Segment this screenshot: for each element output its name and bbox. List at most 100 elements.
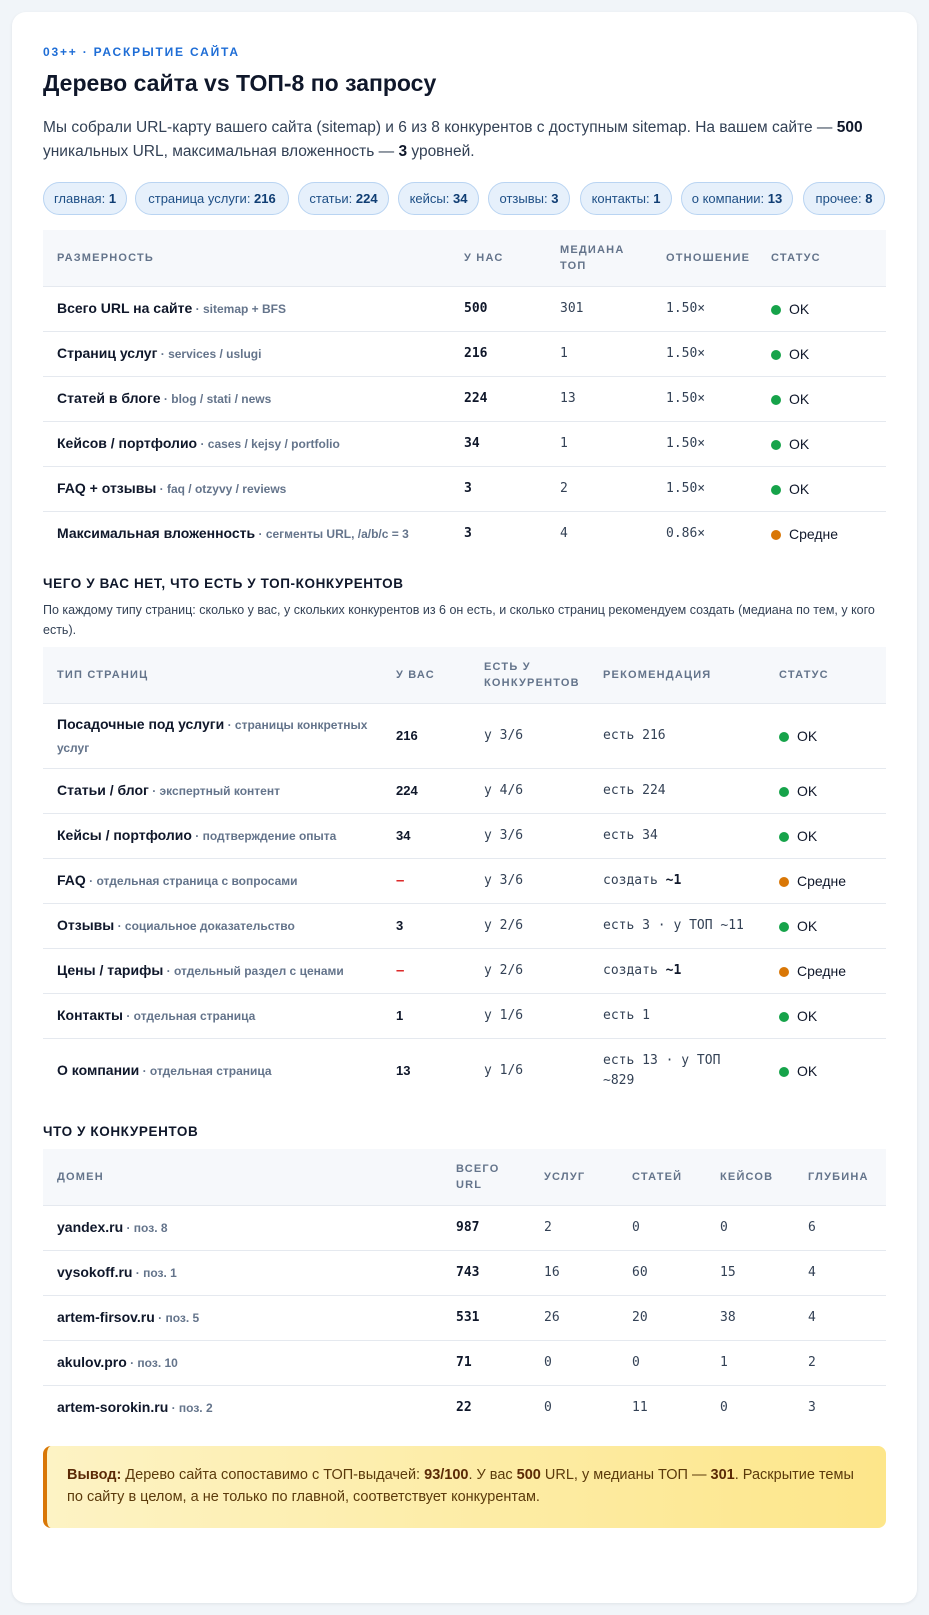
conclusion-label: Вывод: [67,1467,122,1483]
ours-count: 34 [382,812,470,858]
table-row: Отзывы · социальное доказательство 3 у 2/6… [43,902,886,948]
page-type-name: О компании · отдельная страница [43,1037,382,1103]
articles-count: 20 [618,1294,706,1340]
row-title: FAQ [57,872,86,888]
conclusion-median: 301 [710,1467,735,1483]
status-dot-icon [779,1066,789,1077]
median-value: 13 [546,375,652,421]
metric-name: Максимальная вложенность · сегменты URL,… [43,510,450,556]
status-dot-icon [771,529,781,540]
services-count: 26 [530,1294,618,1340]
table-row: akulov.pro · поз. 10 71 0 0 1 2 [43,1339,886,1385]
row-subtitle: · поз. 10 [126,1356,178,1370]
articles-count: 0 [618,1339,706,1385]
recommendation: есть 13 · у ТОП ~829 [589,1037,765,1103]
status-dot-icon [779,831,789,842]
status-dot-icon [771,439,781,450]
conclusion-ours: 500 [516,1467,541,1483]
pill-main: главная: 1 [43,182,127,215]
table-header: ДОМЕН ВСЕГО URL УСЛУГ СТАТЕЙ КЕЙСОВ ГЛУБ… [43,1149,886,1205]
recommendation: создать ~1 [589,857,765,903]
col-header: У НАС [464,251,504,264]
status-cell: OK [765,992,886,1038]
status-cell: OK [765,702,886,768]
ratio-value: 0.86× [652,510,757,556]
rec-amount: ~1 [665,962,682,978]
row-subtitle: · экспертный контент [148,784,280,798]
col-header: ДОМЕН [57,1170,104,1183]
status-label: Средне [797,872,847,889]
row-subtitle: · поз. 8 [123,1221,168,1235]
row-subtitle: · подтверждение опыта [191,829,337,843]
status-cell: OK [765,902,886,948]
table-row: FAQ · отдельная страница с вопросами – у 3… [43,857,886,903]
table-row: Максимальная вложенность · сегменты URL,… [43,510,886,556]
status-label: OK [797,1062,818,1079]
table-row: Всего URL на сайте · sitemap + BFS 500 301… [43,285,886,331]
ours-count: 216 [382,702,470,768]
total-urls: 743 [442,1249,530,1295]
conclusion-box: Вывод: Дерево сайта сопоставимо с ТОП-вы… [43,1446,886,1528]
services-count: 2 [530,1204,618,1250]
row-subtitle: · отдельная страница с вопросами [85,874,298,888]
median-value: 4 [546,510,652,556]
page-title: Дерево сайта vs ТОП-8 по запросу [43,70,437,96]
status-label: OK [789,345,810,362]
col-header: ОТНОШЕНИЕ [666,251,751,264]
metric-name: Статей в блоге · blog / stati / news [43,375,450,421]
ours-count: 1 [382,992,470,1038]
status-label: OK [789,300,810,317]
conclusion-text: URL, у медианы ТОП — [540,1467,711,1483]
median-value: 2 [546,465,652,511]
row-subtitle: · сегменты URL, /a/b/c = 3 [255,527,409,542]
col-header: МЕДИАНА ТОП [560,243,625,272]
status-label: OK [797,727,818,744]
page-type-name: Посадочные под услуги · страницы конкрет… [43,702,382,768]
rec-text: создать [603,962,666,978]
table-row: О компании · отдельная страница 13 у 1/6 ес… [43,1037,886,1103]
row-subtitle: · страницы конкретных услуг [57,717,368,755]
recommendation: есть 34 [589,812,765,858]
intro-part: уникальных URL, максимальная вложенность… [43,143,399,160]
competitors-have: у 3/6 [470,702,589,768]
table-row: Статьи / блог · экспертный контент 224 у 4… [43,767,886,813]
page-type-name: Статьи / блог · экспертный контент [43,767,382,813]
row-title: Контакты [57,1007,124,1023]
status-label: Средне [789,525,839,542]
table-row: Контакты · отдельная страница 1 у 1/6 есть … [43,992,886,1038]
status-dot-icon [779,731,789,742]
table-row: yandex.ru · поз. 8 987 2 0 0 6 [43,1204,886,1250]
metric-name: Всего URL на сайте · sitemap + BFS [43,285,450,331]
status-label: OK [797,917,818,934]
status-label: OK [797,1007,818,1024]
median-value: 301 [546,285,652,331]
status-dot-icon [771,349,781,360]
status-dot-icon [771,304,781,315]
row-subtitle: · blog / stati / news [160,392,272,406]
services-count: 16 [530,1249,618,1295]
row-subtitle: · поз. 1 [132,1266,177,1280]
status-cell: Средне [765,947,886,993]
rec-text: есть 1 [603,1007,650,1023]
status-cell: OK [765,1037,886,1103]
row-title: FAQ + отзывы [57,480,157,496]
status-cell: OK [757,465,886,511]
median-value: 1 [546,420,652,466]
ratio-value: 1.50× [652,465,757,511]
conclusion-text: . Раскрытие темы по сайту в целом, а не … [67,1467,854,1505]
row-title: Статьи / блог [57,782,149,798]
conclusion-text: . У вас [468,1467,517,1483]
pill-about: о компании: 13 [681,182,793,215]
status-cell: OK [757,375,886,421]
rec-text: есть 3 · у ТОП ~11 [603,917,744,933]
rec-text: создать [603,872,666,888]
intro-part: Мы собрали URL-карту вашего сайта (sitem… [43,119,837,136]
competitors-section-title: ЧТО У КОНКУРЕНТОВ [43,1124,199,1139]
row-title: О компании [57,1062,140,1079]
recommendation: создать ~1 [589,947,765,993]
ratio-value: 1.50× [652,375,757,421]
status-cell: OK [765,812,886,858]
competitors-have: у 3/6 [470,812,589,858]
rec-text: есть 224 [603,782,666,798]
page-type-name: Кейсы / портфолио · подтверждение опыта [43,812,382,858]
